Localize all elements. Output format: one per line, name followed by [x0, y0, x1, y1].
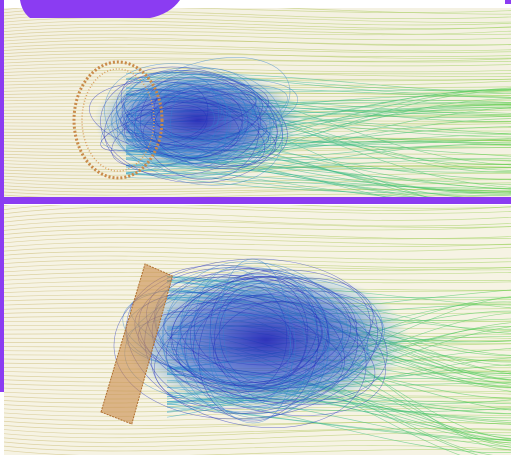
top-tab: [20, 0, 180, 18]
left-edge: [0, 0, 4, 392]
flow-visualization: [0, 0, 511, 455]
corner: [505, 0, 511, 4]
top-panel: [0, 4, 511, 218]
bottom-panel: [0, 199, 511, 455]
screenshot: [0, 0, 511, 455]
divider: [0, 197, 511, 204]
